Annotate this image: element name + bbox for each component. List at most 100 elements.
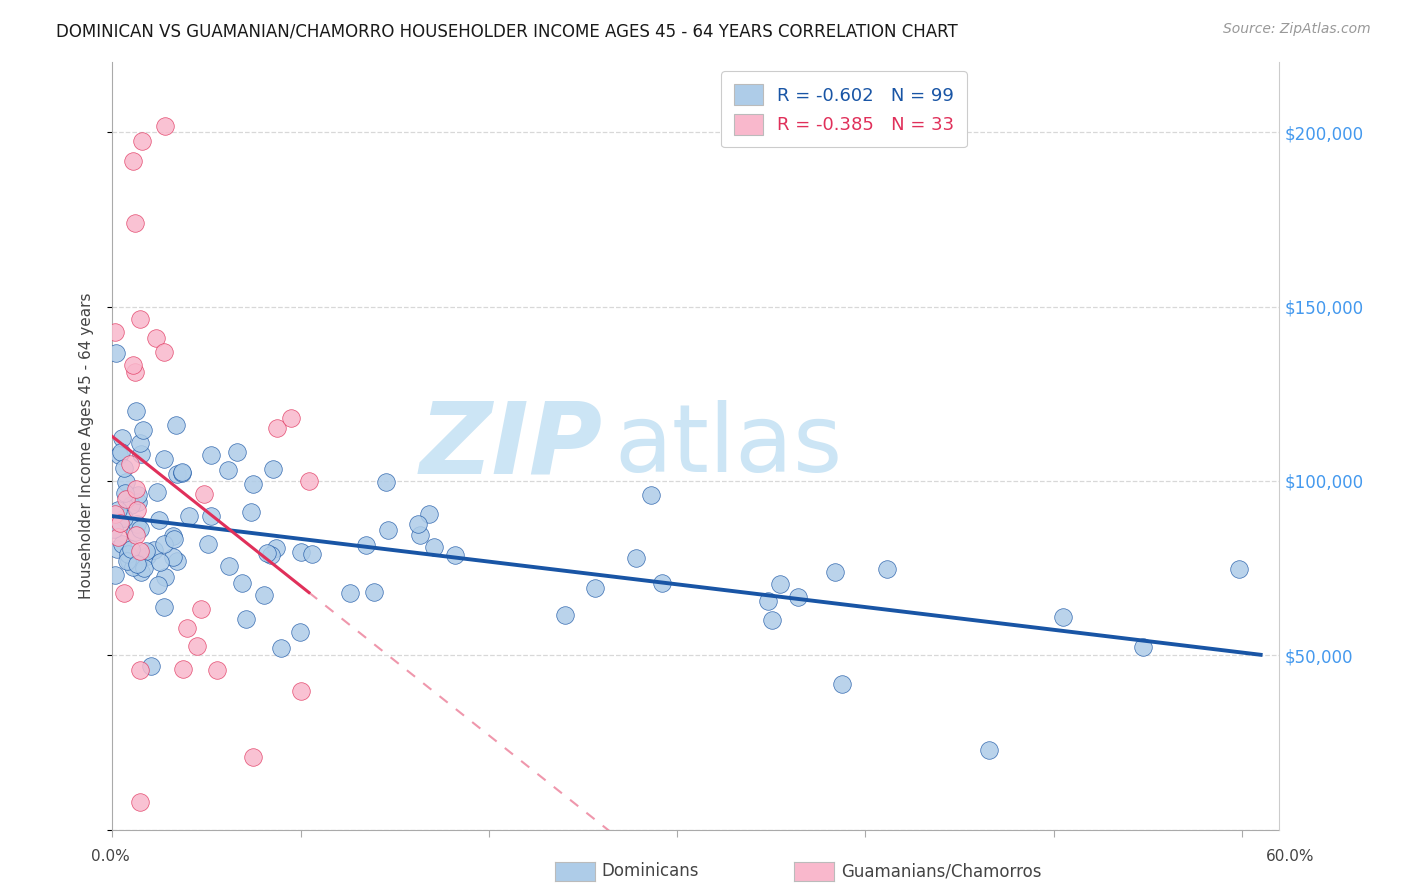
Point (129, 565, 152, 579)
Point (129, 522, 152, 536)
Legend: R = -0.602   N = 99, R = -0.385   N = 33: R = -0.602 N = 99, R = -0.385 N = 33 (721, 71, 967, 147)
Point (554, 607, 576, 622)
Point (115, 554, 138, 568)
Point (280, 411, 302, 425)
Point (153, 599, 176, 614)
Point (624, 551, 647, 566)
Point (266, 541, 288, 556)
Point (231, 575, 253, 590)
Point (163, 532, 186, 546)
Point (165, 418, 187, 433)
Point (145, 331, 167, 345)
Point (256, 546, 278, 560)
Point (270, 640, 292, 655)
Point (186, 639, 208, 653)
Point (115, 492, 138, 507)
Point (170, 465, 193, 479)
Point (142, 543, 165, 558)
Point (979, 742, 1001, 756)
Text: DOMINICAN VS GUAMANIAN/CHAMORRO HOUSEHOLDER INCOME AGES 45 - 64 YEARS CORRELATIO: DOMINICAN VS GUAMANIAN/CHAMORRO HOUSEHOL… (56, 22, 957, 40)
Point (153, 344, 176, 359)
Point (108, 516, 131, 530)
Point (1132, 640, 1154, 654)
Point (190, 601, 212, 615)
Point (107, 530, 129, 544)
Text: Dominicans: Dominicans (602, 863, 699, 880)
Point (118, 554, 141, 568)
Point (129, 447, 152, 461)
Point (124, 216, 146, 230)
Text: 60.0%: 60.0% (1267, 849, 1315, 864)
Point (112, 460, 135, 475)
Point (831, 677, 853, 691)
Point (443, 548, 465, 562)
Point (217, 463, 239, 477)
Point (356, 538, 378, 552)
Point (104, 325, 127, 339)
Point (132, 560, 155, 574)
Point (408, 528, 430, 542)
Point (876, 562, 898, 576)
Point (129, 663, 152, 677)
Point (122, 359, 145, 373)
Point (170, 466, 193, 480)
Point (193, 487, 215, 501)
Point (153, 120, 176, 134)
Point (120, 542, 142, 557)
Point (146, 577, 169, 591)
Point (121, 559, 143, 574)
Point (112, 586, 135, 600)
Point (114, 486, 136, 500)
Point (235, 612, 257, 626)
Point (153, 452, 176, 467)
Point (127, 495, 149, 509)
Point (1229, 562, 1251, 576)
Point (104, 346, 127, 360)
Point (125, 403, 148, 417)
Point (128, 544, 150, 558)
Point (298, 475, 321, 489)
Text: Source: ZipAtlas.com: Source: ZipAtlas.com (1223, 22, 1371, 37)
Point (787, 590, 810, 604)
Point (134, 543, 156, 558)
Point (288, 625, 311, 640)
Point (761, 613, 783, 627)
Point (176, 622, 198, 636)
Point (200, 448, 222, 462)
Y-axis label: Householder Income Ages 45 - 64 years: Householder Income Ages 45 - 64 years (79, 293, 94, 599)
Point (242, 477, 264, 491)
Point (125, 502, 148, 516)
Point (103, 523, 125, 537)
Point (162, 529, 184, 543)
Point (166, 554, 188, 568)
Text: ZIP: ZIP (419, 398, 603, 494)
Point (127, 557, 149, 571)
Point (128, 795, 150, 809)
Point (127, 557, 149, 571)
Point (127, 488, 149, 502)
Point (148, 513, 170, 527)
Point (769, 576, 792, 591)
Point (197, 537, 219, 551)
Point (290, 544, 312, 558)
Point (172, 662, 194, 676)
Point (153, 537, 176, 551)
Point (375, 475, 398, 489)
Point (242, 749, 264, 764)
Point (756, 594, 779, 608)
Point (260, 548, 283, 562)
Point (125, 482, 148, 496)
Point (124, 525, 146, 540)
Point (166, 467, 188, 482)
Point (651, 575, 673, 590)
Point (110, 516, 132, 530)
Point (253, 588, 276, 602)
Point (226, 445, 249, 459)
Point (112, 510, 135, 524)
Point (104, 507, 127, 521)
Point (108, 448, 131, 462)
Point (104, 567, 127, 582)
Point (177, 508, 200, 523)
Point (1052, 610, 1074, 624)
Text: 0.0%: 0.0% (91, 849, 131, 864)
